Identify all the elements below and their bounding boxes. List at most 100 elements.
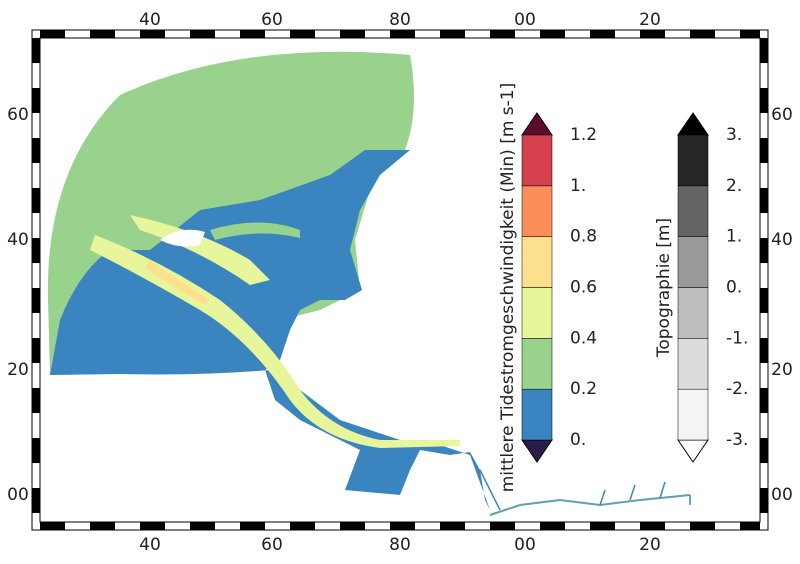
colorbar-label: 1. bbox=[726, 227, 742, 247]
border-segment bbox=[32, 188, 40, 213]
colorbar-label: 2. bbox=[726, 176, 742, 196]
top-label: 60 bbox=[261, 10, 283, 30]
border-segment bbox=[760, 388, 768, 413]
map-features bbox=[47, 51, 691, 516]
colorbar-label: 1. bbox=[570, 176, 586, 196]
border-segment bbox=[760, 438, 768, 463]
colorbar-label: 0. bbox=[570, 430, 586, 450]
colorbar-label: 0.4 bbox=[570, 328, 597, 348]
border-segment bbox=[190, 30, 215, 38]
colorbar-label: 3. bbox=[726, 125, 742, 145]
border-segment bbox=[290, 522, 315, 530]
border-segment bbox=[440, 30, 465, 38]
border-segment bbox=[760, 88, 768, 113]
left-label: 60 bbox=[7, 105, 29, 125]
colorbar-segment bbox=[521, 236, 553, 288]
border-segment bbox=[690, 522, 715, 530]
right-label: 60 bbox=[771, 105, 793, 125]
deep-region bbox=[50, 150, 490, 510]
river bbox=[489, 494, 691, 516]
border-segment bbox=[340, 30, 365, 38]
border-segment bbox=[240, 522, 265, 530]
right-label: 20 bbox=[771, 360, 793, 380]
colorbar-segment bbox=[677, 388, 709, 441]
border-segment bbox=[590, 30, 615, 38]
river bbox=[479, 469, 691, 511]
border-segment bbox=[32, 288, 40, 313]
colorbars: 0. 0.2 0.4 0.6 0.8 1. 1.2 mittlere Tidestromges… bbox=[498, 83, 748, 493]
top-label: 00 bbox=[514, 10, 536, 30]
right-label: 40 bbox=[771, 230, 793, 250]
border-segment bbox=[740, 522, 760, 530]
top-label: 40 bbox=[139, 10, 161, 30]
border-segment bbox=[190, 522, 215, 530]
border-segment bbox=[240, 30, 265, 38]
border-segment bbox=[690, 30, 715, 38]
border-segment bbox=[590, 522, 615, 530]
colorbar-label: -2. bbox=[726, 379, 748, 399]
border-segment bbox=[440, 522, 465, 530]
bottom-label: 20 bbox=[639, 535, 661, 555]
border-segment bbox=[490, 522, 515, 530]
border-segment bbox=[40, 30, 65, 38]
colorbar-segment bbox=[521, 388, 553, 441]
bottom-label: 80 bbox=[389, 535, 411, 555]
border-segment bbox=[32, 238, 40, 263]
colorbar-label: 0.2 bbox=[570, 379, 597, 399]
frame-labels: 40 60 80 00 20 40 60 80 00 20 60 40 20 00 60 40 20 00 bbox=[7, 10, 793, 555]
colorbar-title: mittlere Tidestromgeschwindigkeit (Min) … bbox=[498, 83, 518, 493]
border-segment bbox=[760, 188, 768, 213]
colorbar-segment bbox=[521, 338, 553, 390]
bottom-label: 40 bbox=[139, 535, 161, 555]
bottom-label: 00 bbox=[514, 535, 536, 555]
channel bbox=[210, 222, 300, 240]
border-segment bbox=[340, 522, 365, 530]
channel bbox=[130, 215, 270, 285]
colorbar-segment bbox=[521, 287, 553, 339]
colorbar-label: -3. bbox=[726, 430, 748, 450]
colorbar-label: 0.6 bbox=[570, 278, 597, 298]
border-segment bbox=[32, 488, 40, 513]
left-label: 20 bbox=[7, 360, 29, 380]
left-label: 40 bbox=[7, 230, 29, 250]
colorbar-label: 0. bbox=[726, 278, 742, 298]
colorbar-segment bbox=[521, 134, 553, 187]
colorbar-label: 1.2 bbox=[570, 125, 597, 145]
bottom-label: 60 bbox=[261, 535, 283, 555]
border-segment bbox=[390, 30, 415, 38]
border-segment bbox=[760, 38, 768, 63]
border-segment bbox=[32, 438, 40, 463]
island bbox=[160, 229, 205, 247]
right-label: 00 bbox=[771, 485, 793, 505]
border-segment bbox=[760, 138, 768, 163]
border-segment bbox=[140, 522, 165, 530]
colorbar-segment bbox=[677, 185, 709, 237]
border-segment bbox=[90, 30, 115, 38]
border-segment bbox=[40, 522, 65, 530]
border-segment bbox=[760, 488, 768, 513]
colorbar-title: Topographie [m] bbox=[654, 218, 674, 358]
border-segment bbox=[640, 522, 665, 530]
border-segment bbox=[390, 522, 415, 530]
border-segment bbox=[32, 88, 40, 113]
border-segment bbox=[760, 288, 768, 313]
border-segment bbox=[32, 388, 40, 413]
border-segment bbox=[290, 30, 315, 38]
border-segment bbox=[760, 338, 768, 363]
colorbar-segment bbox=[521, 185, 553, 237]
border-segment bbox=[540, 30, 565, 38]
top-label: 20 bbox=[639, 10, 661, 30]
border-segment bbox=[32, 138, 40, 163]
border-segment bbox=[640, 30, 665, 38]
colorbar-segment bbox=[677, 338, 709, 390]
colorbar-label: -1. bbox=[726, 328, 748, 348]
border-segment bbox=[32, 38, 40, 63]
top-label: 80 bbox=[389, 10, 411, 30]
left-label: 00 bbox=[7, 485, 29, 505]
border-segment bbox=[32, 338, 40, 363]
channel bbox=[145, 260, 210, 305]
border-segment bbox=[540, 522, 565, 530]
colorbar-segment bbox=[677, 236, 709, 288]
colorbar-segment bbox=[677, 134, 709, 187]
